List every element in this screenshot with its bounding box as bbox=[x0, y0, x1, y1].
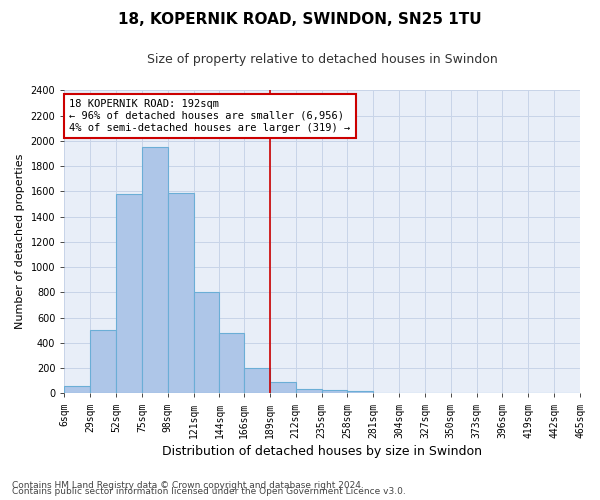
Bar bbox=[167, 192, 194, 394]
Bar bbox=[116, 194, 142, 394]
Bar bbox=[194, 292, 220, 394]
Bar bbox=[347, 391, 373, 394]
X-axis label: Distribution of detached houses by size in Swindon: Distribution of detached houses by size … bbox=[162, 444, 482, 458]
Text: 18, KOPERNIK ROAD, SWINDON, SN25 1TU: 18, KOPERNIK ROAD, SWINDON, SN25 1TU bbox=[118, 12, 482, 28]
Bar bbox=[220, 332, 244, 394]
Text: 18 KOPERNIK ROAD: 192sqm
← 96% of detached houses are smaller (6,956)
4% of semi: 18 KOPERNIK ROAD: 192sqm ← 96% of detach… bbox=[70, 100, 351, 132]
Bar bbox=[142, 147, 167, 394]
Y-axis label: Number of detached properties: Number of detached properties bbox=[15, 154, 25, 330]
Text: Contains public sector information licensed under the Open Government Licence v3: Contains public sector information licen… bbox=[12, 487, 406, 496]
Bar bbox=[64, 386, 90, 394]
Bar bbox=[90, 330, 116, 394]
Bar bbox=[296, 389, 322, 394]
Bar bbox=[322, 390, 347, 394]
Bar bbox=[270, 382, 296, 394]
Text: Contains HM Land Registry data © Crown copyright and database right 2024.: Contains HM Land Registry data © Crown c… bbox=[12, 481, 364, 490]
Title: Size of property relative to detached houses in Swindon: Size of property relative to detached ho… bbox=[147, 52, 497, 66]
Bar bbox=[244, 368, 270, 394]
